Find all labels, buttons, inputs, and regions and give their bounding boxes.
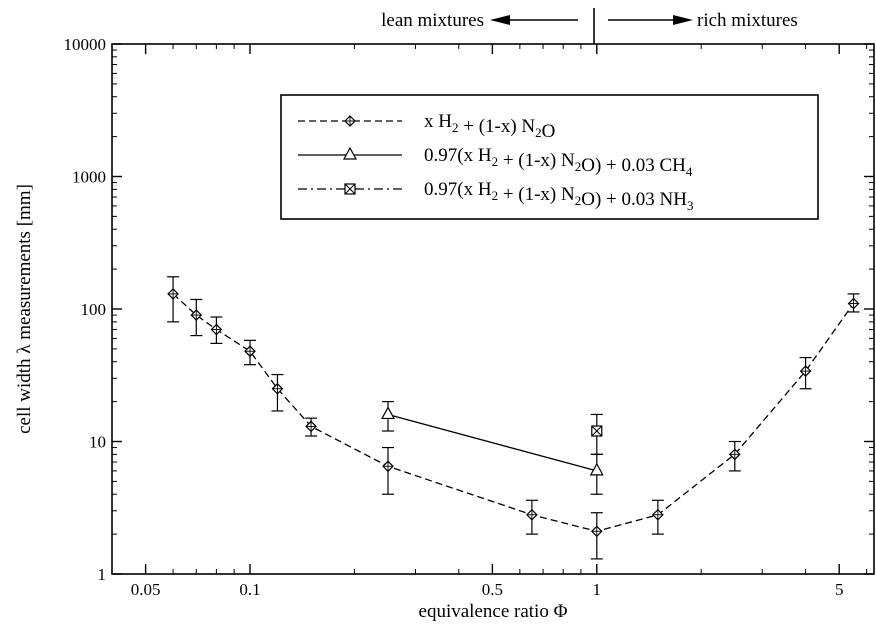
box-marker-cross bbox=[591, 425, 603, 437]
data-point bbox=[210, 323, 223, 336]
y-axis-label: cell width λ measurements [mm] bbox=[14, 184, 35, 434]
legend-text: + (1-x) N bbox=[458, 116, 535, 137]
legend-text: x H bbox=[424, 111, 452, 132]
x-tick-label: 5 bbox=[835, 580, 844, 599]
rich-annotation: rich mixtures bbox=[697, 10, 798, 31]
data-point bbox=[190, 309, 203, 321]
series-1 bbox=[167, 276, 860, 560]
legend-text: O) + 0.03 CH bbox=[581, 155, 686, 176]
data-point bbox=[167, 288, 179, 300]
legend-subscript: 2 bbox=[492, 188, 499, 203]
series-line bbox=[387, 413, 597, 472]
legend-subscript: 4 bbox=[686, 164, 693, 179]
series-line bbox=[172, 293, 855, 532]
legend-entry: x H2 + (1-x) N2O bbox=[424, 111, 555, 142]
lean-annotation: lean mixtures bbox=[381, 10, 484, 31]
series-3 bbox=[590, 413, 603, 455]
data-point bbox=[589, 462, 604, 476]
legend-text: O bbox=[542, 121, 556, 142]
y-tick-label: 1 bbox=[98, 565, 107, 584]
triangle-marker-shape bbox=[342, 146, 358, 160]
data-point bbox=[847, 297, 860, 310]
data-point bbox=[380, 406, 396, 420]
x-tick-label: 0.05 bbox=[131, 580, 161, 599]
data-point bbox=[305, 420, 317, 433]
rich-arrow-head bbox=[673, 15, 693, 25]
data-point bbox=[652, 508, 664, 521]
legend-marker bbox=[344, 183, 356, 195]
lean-arrow-head bbox=[490, 15, 510, 25]
legend-text: + (1-x) N bbox=[498, 150, 575, 171]
triangle-marker-shape bbox=[589, 462, 604, 476]
data-point bbox=[382, 460, 394, 473]
legend-text: 0.97(x H bbox=[424, 179, 492, 200]
legend-marker bbox=[342, 146, 358, 160]
y-tick-label: 10000 bbox=[64, 35, 107, 54]
legend-subscript: 2 bbox=[452, 120, 459, 135]
legend-entry: 0.97(x H2 + (1-x) N2O) + 0.03 CH4 bbox=[424, 145, 693, 179]
series-2 bbox=[380, 401, 604, 495]
data-point bbox=[590, 525, 603, 538]
legend-text: 0.97(x H bbox=[424, 145, 492, 166]
y-tick-label: 1000 bbox=[72, 168, 106, 187]
legend-subscript: 2 bbox=[575, 159, 582, 174]
x-tick-label: 1 bbox=[593, 580, 602, 599]
data-point bbox=[244, 345, 256, 358]
series-layer bbox=[167, 276, 860, 560]
data-point bbox=[526, 508, 538, 521]
legend-marker bbox=[344, 115, 356, 127]
y-tick-label: 10 bbox=[89, 433, 106, 452]
x-tick-label: 0.5 bbox=[482, 580, 503, 599]
data-point bbox=[799, 365, 812, 377]
legend-box bbox=[280, 94, 819, 220]
data-point bbox=[591, 425, 603, 437]
y-axis-label-symbol: λ bbox=[14, 344, 35, 354]
data-point bbox=[728, 448, 741, 461]
triangle-marker-shape bbox=[380, 406, 396, 420]
x-axis-label: equivalence ratio Φ bbox=[419, 601, 568, 622]
legend-subscript: 2 bbox=[492, 154, 499, 169]
axis-ticks: 1 10 100 1000 10000 0.05 0.1 0.5 1 5 bbox=[64, 35, 874, 599]
data-point bbox=[271, 382, 284, 395]
x-axis-label-symbol: Φ bbox=[554, 601, 568, 622]
legend-text: O) + 0.03 NH bbox=[581, 189, 687, 210]
box-marker-cross bbox=[344, 183, 356, 195]
legend-subscript: 3 bbox=[687, 198, 694, 213]
x-tick-label: 0.1 bbox=[239, 580, 260, 599]
legend-entry: 0.97(x H2 + (1-x) N2O) + 0.03 NH3 bbox=[424, 179, 693, 213]
legend-text: + (1-x) N bbox=[498, 184, 575, 205]
legend-subscript: 2 bbox=[535, 125, 542, 140]
legend-subscript: 2 bbox=[575, 193, 582, 208]
y-tick-label: 100 bbox=[81, 300, 107, 319]
